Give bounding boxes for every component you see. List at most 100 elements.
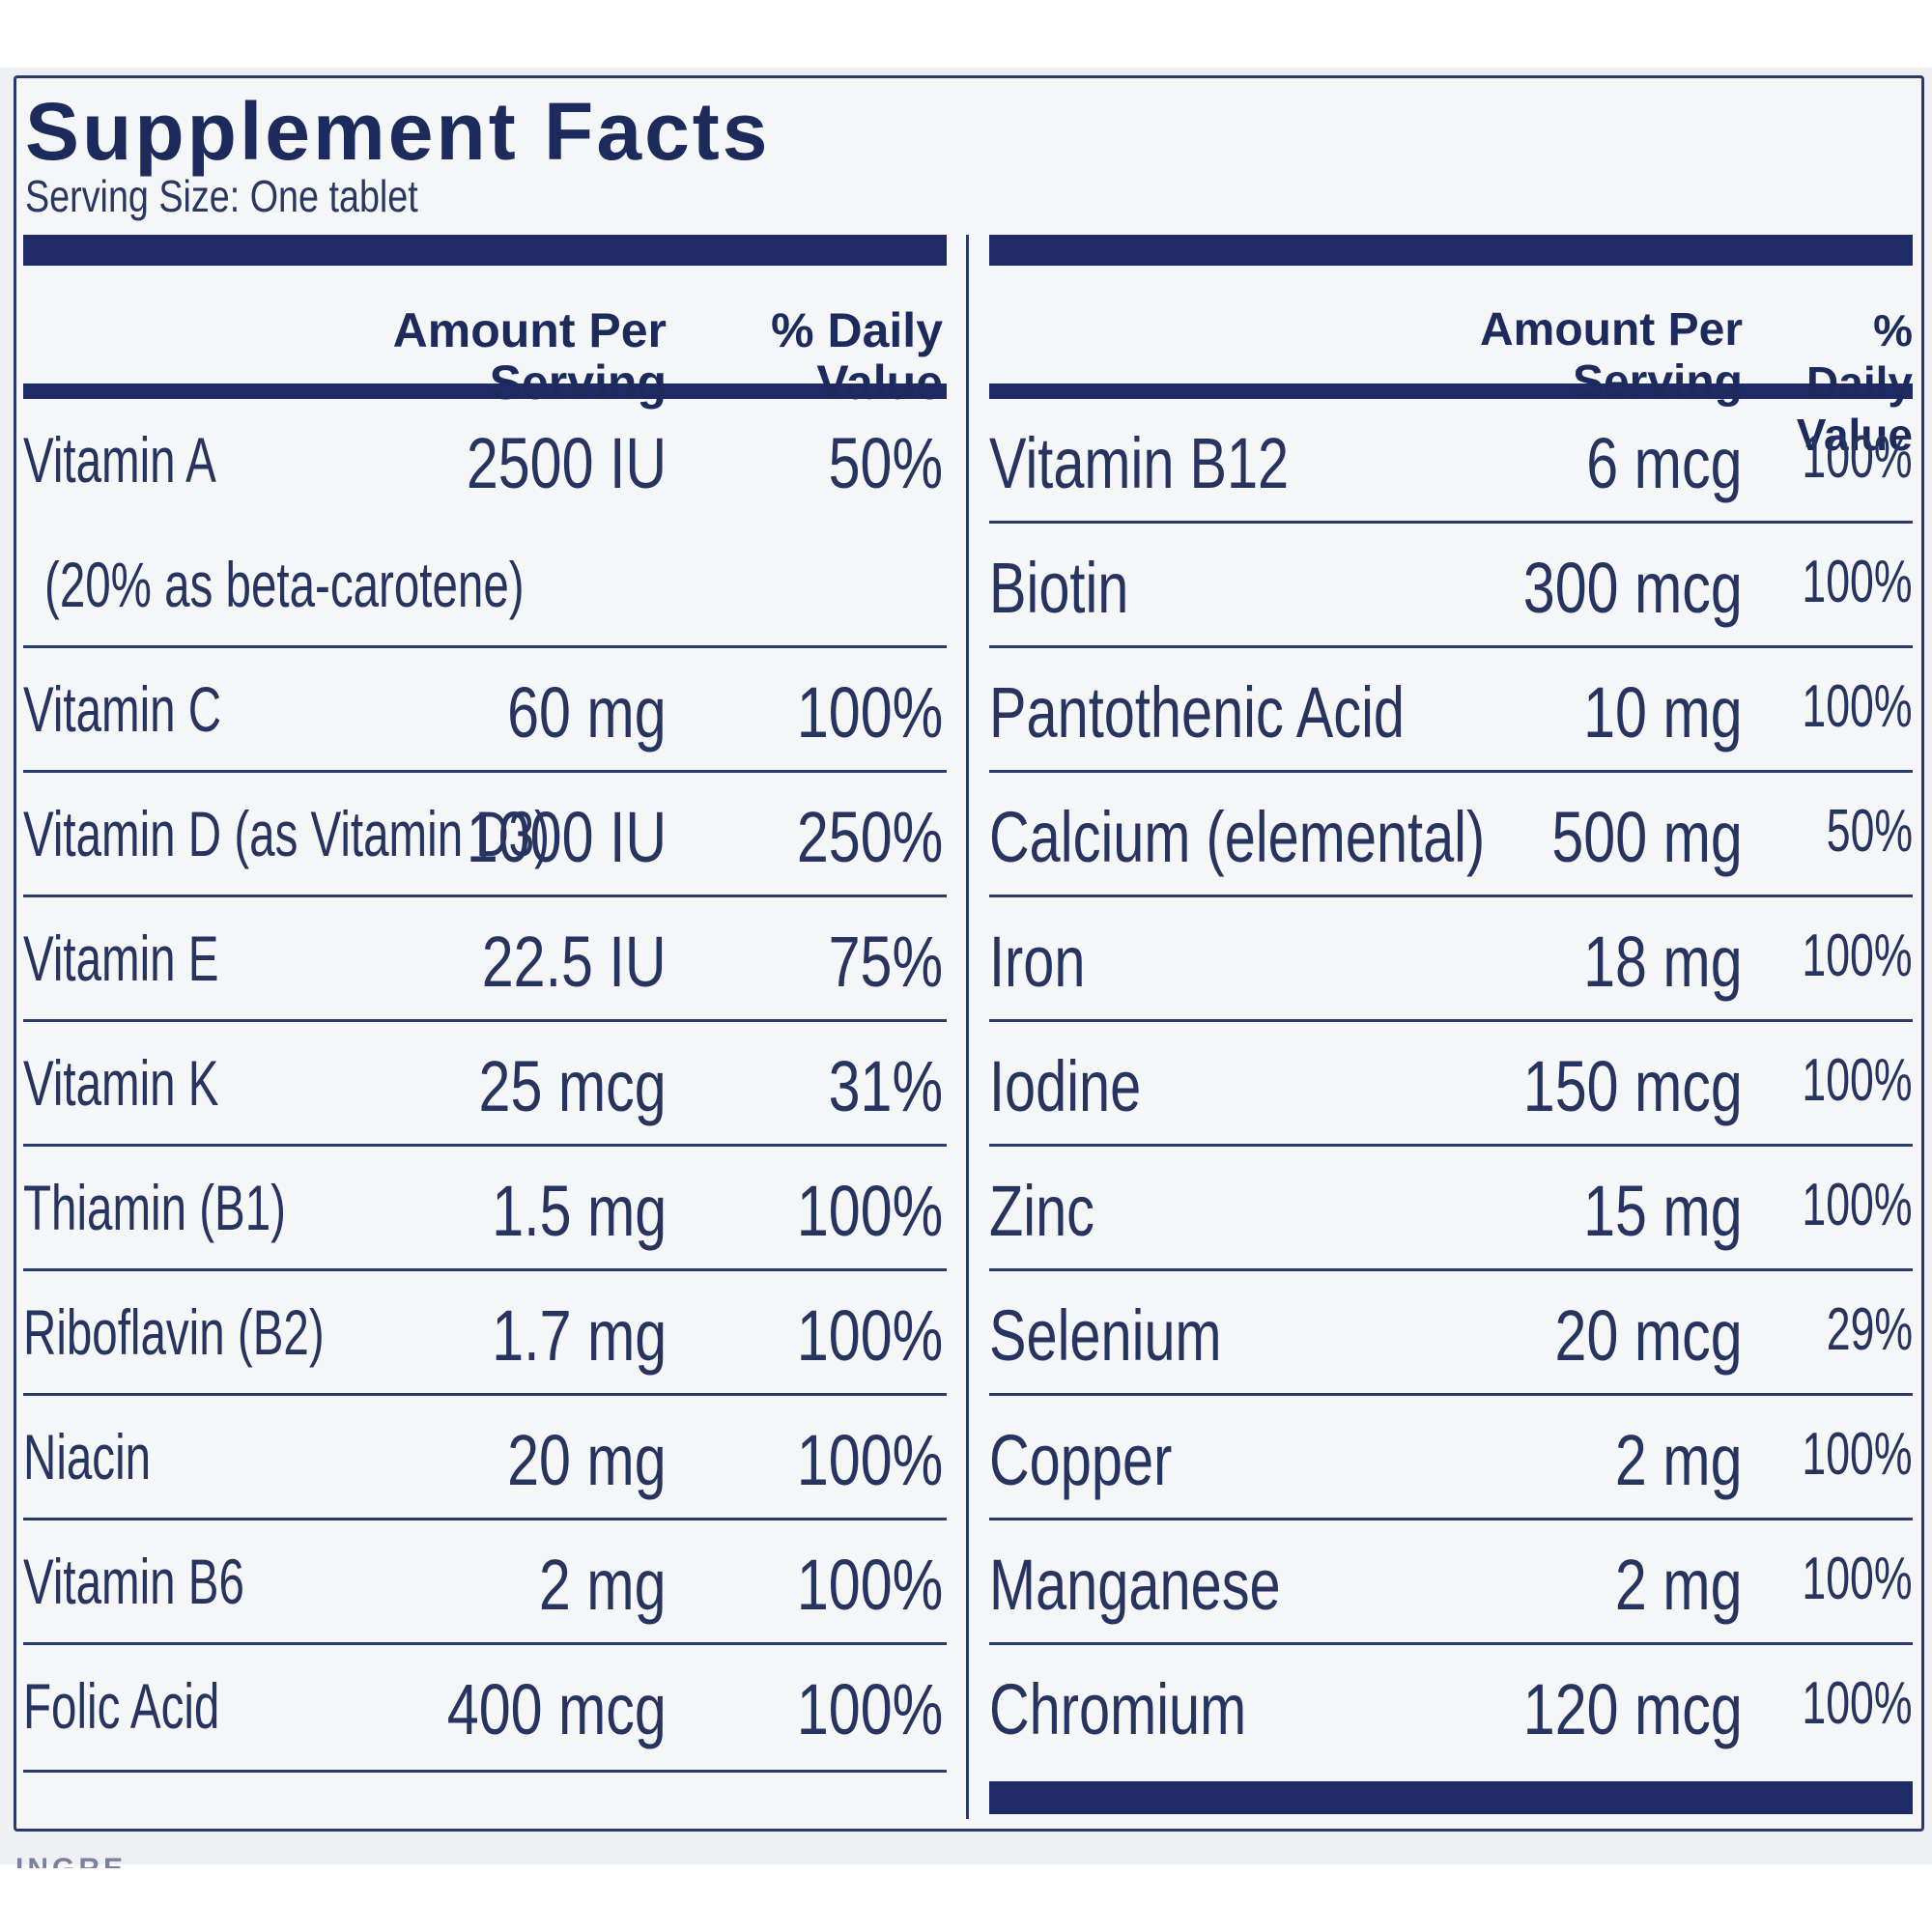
top-background xyxy=(0,0,1932,68)
nutrient-daily-value: 100% xyxy=(796,1545,943,1625)
column-header-row: Amount Per Serving % Daily Value xyxy=(989,266,1913,460)
nutrient-daily-value: 100% xyxy=(796,1295,943,1376)
nutrient-amount: 400 mcg xyxy=(446,1669,667,1749)
nutrient-amount: 1000 IU xyxy=(466,797,667,877)
nutrient-row: Copper 2 mg 100% xyxy=(989,1396,1913,1520)
ingredients-heading-partial: INGRE xyxy=(15,1855,127,1868)
page-title: Supplement Facts xyxy=(25,86,771,177)
nutrient-row: Vitamin B6 2 mg 100% xyxy=(23,1520,947,1645)
nutrient-name: Iodine xyxy=(989,1046,1142,1126)
nutrient-row: Thiamin (B1) 1.5 mg 100% xyxy=(23,1147,947,1271)
nutrient-daily-value: 100% xyxy=(1802,1546,1913,1612)
amount-header: Amount Per Serving xyxy=(1479,304,1743,408)
header-bar xyxy=(989,235,1913,266)
nutrient-amount: 60 mg xyxy=(507,672,667,753)
nutrient-amount: 10 mg xyxy=(1583,672,1743,753)
nutrient-amount: 1.7 mg xyxy=(492,1295,667,1376)
left-column: Amount Per Serving % Daily Value Vitamin… xyxy=(23,235,947,1773)
nutrient-daily-value: 29% xyxy=(1826,1296,1913,1363)
nutrient-amount: 500 mg xyxy=(1551,797,1743,877)
nutrient-row: Iron 18 mg 100% xyxy=(989,897,1913,1022)
nutrient-row: Chromium 120 mcg 100% xyxy=(989,1645,1913,1770)
nutrient-daily-value: 31% xyxy=(828,1046,943,1126)
nutrient-row: Selenium 20 mcg 29% xyxy=(989,1271,1913,1396)
nutrient-amount: 2 mg xyxy=(1615,1420,1743,1500)
nutrient-row: Iodine 150 mcg 100% xyxy=(989,1022,1913,1147)
nutrient-name: Biotin xyxy=(989,548,1129,628)
nutrient-name: Chromium xyxy=(989,1669,1247,1749)
nutrient-daily-value: 100% xyxy=(796,672,943,753)
nutrient-name: Riboflavin (B2) xyxy=(23,1296,325,1368)
nutrient-daily-value: 100% xyxy=(796,1171,943,1251)
nutrient-row: (20% as beta-carotene) xyxy=(23,524,947,648)
nutrient-daily-value: 100% xyxy=(1802,1670,1913,1737)
nutrient-name: Vitamin D (as Vitamin D3) xyxy=(23,798,550,869)
nutrient-amount: 1.5 mg xyxy=(492,1171,667,1251)
nutrient-name: Niacin xyxy=(23,1421,152,1492)
nutrient-row: Pantothenic Acid 10 mg 100% xyxy=(989,648,1913,773)
nutrient-amount: 6 mcg xyxy=(1586,423,1743,503)
right-column: Amount Per Serving % Daily Value Vitamin… xyxy=(989,235,1913,1814)
nutrient-name: Vitamin B12 xyxy=(989,423,1290,503)
nutrient-amount: 150 mcg xyxy=(1522,1046,1743,1126)
nutrient-row: Manganese 2 mg 100% xyxy=(989,1520,1913,1645)
nutrient-daily-value: 75% xyxy=(828,922,943,1002)
nutrient-name: Vitamin B6 xyxy=(23,1546,244,1617)
nutrient-daily-value: 250% xyxy=(796,797,943,877)
nutrient-daily-value: 100% xyxy=(796,1669,943,1749)
nutrient-daily-value: 100% xyxy=(1802,549,1913,615)
nutrient-row: Riboflavin (B2) 1.7 mg 100% xyxy=(23,1271,947,1396)
nutrient-row: Zinc 15 mg 100% xyxy=(989,1147,1913,1271)
left-rows: Vitamin A 2500 IU 50% (20% as beta-carotene… xyxy=(23,399,947,1770)
nutrient-daily-value: 100% xyxy=(1802,673,1913,740)
nutrient-amount: 120 mcg xyxy=(1522,1669,1743,1749)
nutrient-row: Folic Acid 400 mcg 100% xyxy=(23,1645,947,1770)
nutrient-amount: 2500 IU xyxy=(466,423,667,503)
nutrient-daily-value: 50% xyxy=(1826,798,1913,865)
daily-value-header: % Daily Value xyxy=(771,303,943,410)
nutrient-amount: 20 mg xyxy=(507,1420,667,1500)
nutrient-row: Vitamin A 2500 IU 50% xyxy=(23,399,947,524)
nutrient-name: Vitamin C xyxy=(23,673,222,745)
nutrient-row: Vitamin K 25 mcg 31% xyxy=(23,1022,947,1147)
nutrient-daily-value: 100% xyxy=(796,1420,943,1500)
nutrient-daily-value: 100% xyxy=(1802,923,1913,989)
nutrient-name: Pantothenic Acid xyxy=(989,672,1405,753)
header-divider-bar xyxy=(23,384,947,399)
nutrient-amount: 18 mg xyxy=(1583,922,1743,1002)
nutrient-row: Vitamin D (as Vitamin D3) 1000 IU 250% xyxy=(23,773,947,897)
nutrient-daily-value: 100% xyxy=(1802,1047,1913,1114)
nutrient-name: Selenium xyxy=(989,1295,1222,1376)
header-divider-bar xyxy=(989,384,1913,399)
nutrient-amount: 2 mg xyxy=(539,1545,667,1625)
nutrient-name: Manganese xyxy=(989,1545,1281,1625)
nutrient-row: Biotin 300 mcg 100% xyxy=(989,524,1913,648)
nutrient-amount: 2 mg xyxy=(1615,1545,1743,1625)
nutrient-amount: 22.5 IU xyxy=(482,922,667,1002)
column-divider xyxy=(966,235,969,1819)
nutrient-row: Vitamin B12 6 mcg 100% xyxy=(989,399,1913,524)
nutrient-daily-value: 100% xyxy=(1802,1172,1913,1238)
bottom-background xyxy=(0,1864,1932,1932)
nutrient-row: Calcium (elemental) 500 mg 50% xyxy=(989,773,1913,897)
nutrient-name: Thiamin (B1) xyxy=(23,1172,286,1243)
left-bottom-rule xyxy=(23,1770,947,1773)
nutrient-row: Vitamin C 60 mg 100% xyxy=(23,648,947,773)
daily-value-header: % Daily Value xyxy=(1796,305,1913,460)
nutrient-row: Niacin 20 mg 100% xyxy=(23,1396,947,1520)
nutrient-name: Vitamin A xyxy=(23,424,216,496)
nutrient-name: Iron xyxy=(989,922,1086,1002)
nutrient-amount: 300 mcg xyxy=(1522,548,1743,628)
nutrient-row: Vitamin E 22.5 IU 75% xyxy=(23,897,947,1022)
nutrient-name: Calcium (elemental) xyxy=(989,797,1486,877)
right-rows: Vitamin B12 6 mcg 100% Biotin 300 mcg 100% Pan… xyxy=(989,399,1913,1770)
nutrient-amount: 15 mg xyxy=(1583,1171,1743,1251)
nutrient-name: (20% as beta-carotene) xyxy=(44,549,525,620)
nutrient-name: Vitamin K xyxy=(23,1047,219,1119)
nutrient-daily-value: 50% xyxy=(828,423,943,503)
nutrient-name: Vitamin E xyxy=(23,923,219,994)
serving-size: Serving Size: One tablet xyxy=(25,171,418,221)
nutrient-amount: 25 mcg xyxy=(478,1046,667,1126)
nutrient-daily-value: 100% xyxy=(1802,1421,1913,1488)
header-bar xyxy=(23,235,947,266)
